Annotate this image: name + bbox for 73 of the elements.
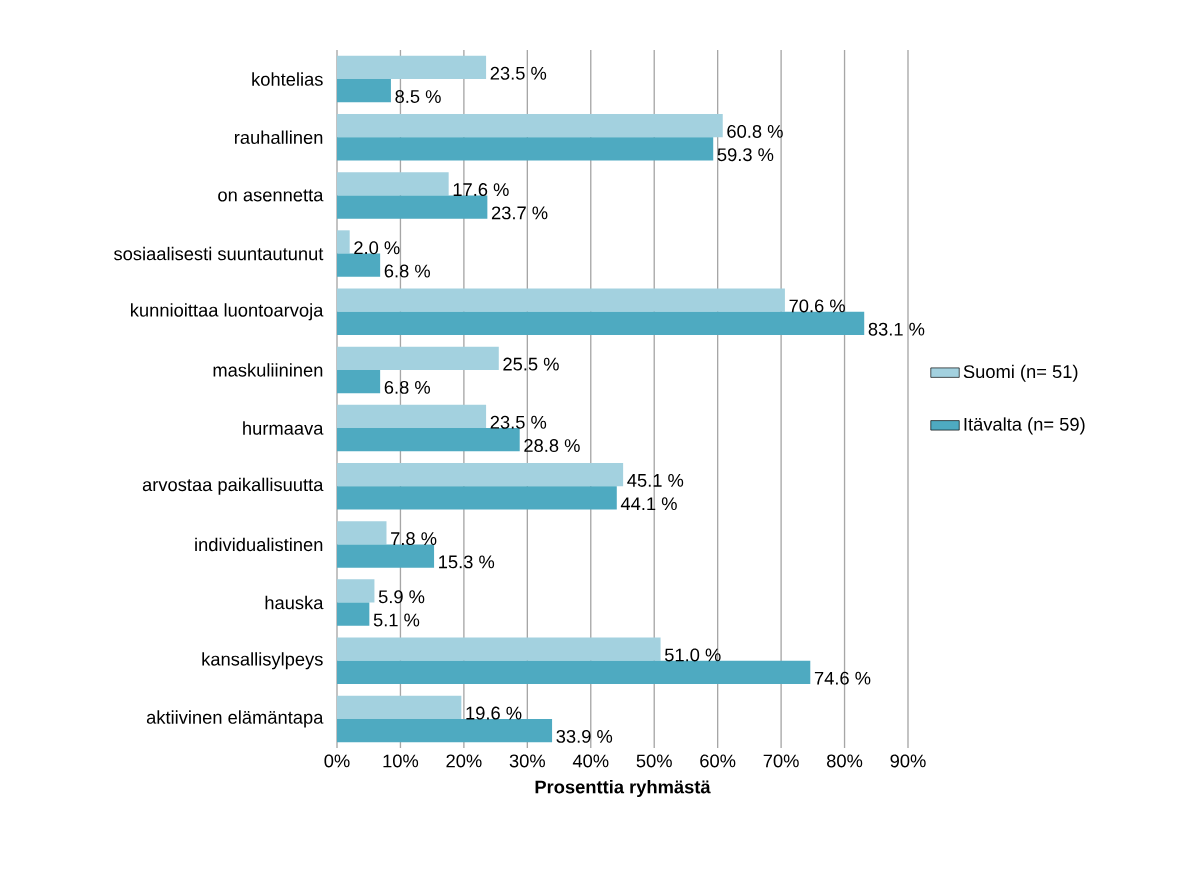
x-tick-label: 70% [763,754,799,768]
y-tick-label: kansallisylpeys [202,652,323,670]
bar [337,544,435,568]
data-label: 6.8 % [384,380,430,394]
bar [337,404,487,429]
x-tick-label: 90% [890,754,926,768]
bar [337,462,624,487]
y-tick-label: maskuliininen [213,363,323,377]
y-tick-label: on asennetta [218,189,324,202]
y-tick-label: individualistinen [195,537,323,552]
y-tick-label: hurmaava [243,421,324,435]
data-label: 5.1 % [373,613,420,627]
legend-label: Suomi (n= 51) [963,364,1078,382]
data-label: 51.0 % [664,648,721,662]
data-label: 59.3 % [717,148,774,162]
data-label: 60.8 % [727,124,783,138]
bar [337,695,462,719]
x-tick-label: 60% [700,754,736,768]
bar [337,79,391,103]
bar [337,288,785,312]
data-label: 83.1 % [868,322,925,336]
x-tick-label: 30% [509,754,545,768]
y-tick-label: arvostaa paikallisuutta [142,477,324,495]
data-label: 17.6 % [453,183,509,197]
data-label: 44.1 % [620,497,677,511]
bar [337,113,723,138]
legend-label: Itävalta (n= 59) [964,417,1085,435]
bar [337,311,865,336]
bar [337,195,488,219]
data-label: 23.5 % [490,66,547,80]
bar [337,579,375,603]
bar [337,230,350,254]
data-label: 33.9 % [556,729,613,743]
y-tick-label: kunnioittaa luontoarvoja [131,303,324,321]
data-label: 6.8 % [384,264,430,278]
data-label: 19.6 % [466,706,522,720]
bar [337,172,449,196]
bar [337,486,617,510]
data-label: 2.0 % [354,241,400,255]
bar [337,637,661,661]
x-tick-label: 10% [383,754,419,768]
bar [337,428,520,452]
bar [337,602,370,626]
data-label: 25.5 % [503,357,559,371]
bar [337,521,387,545]
data-label: 70.6 % [789,299,845,313]
y-tick-label: rauhallinen [234,130,323,144]
y-tick-label: hauska [265,595,324,610]
data-label: 45.1 % [627,473,684,487]
x-tick-label: 20% [446,754,482,768]
data-label: 5.9 % [378,590,425,604]
x-tick-label: 80% [826,754,863,768]
y-tick-label: sosiaalisesti suuntautunut [114,246,324,261]
data-label: 7.8 % [391,532,437,546]
y-tick-label: aktiivinen elämäntapa [146,710,324,728]
data-label: 15.3 % [439,555,495,569]
data-label: 23.5 % [490,415,547,429]
x-tick-label: 50% [636,754,672,768]
bar [337,660,811,685]
bar [337,55,487,80]
x-tick-label: 0% [324,754,350,768]
y-tick-label: kohtelias [252,72,323,86]
data-label: 23.7 % [491,206,548,220]
bar [337,346,499,370]
bar [337,369,381,394]
bar [337,137,714,161]
bar [337,718,553,743]
data-label: 8.5 % [395,90,441,104]
bar [337,253,381,277]
x-tick-label: 40% [572,754,609,768]
data-label: 28.8 % [524,439,580,453]
data-label: 74.6 % [814,671,871,685]
x-axis-title: Prosenttia ryhmästä [535,779,711,798]
